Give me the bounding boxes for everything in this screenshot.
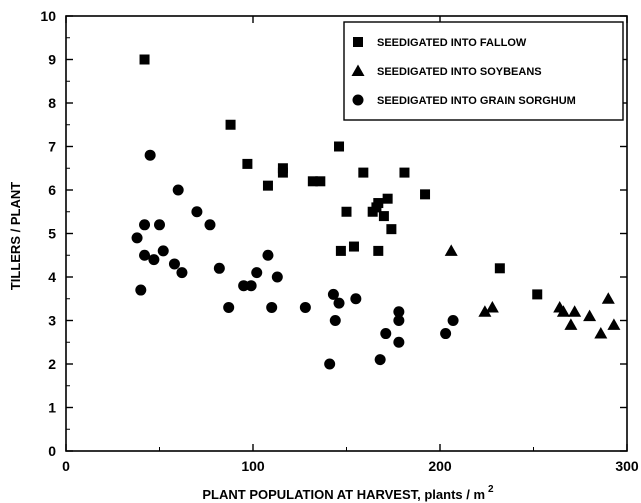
square-point	[334, 141, 345, 152]
circle-point	[148, 254, 160, 266]
square-point	[386, 224, 397, 235]
square-point	[494, 263, 505, 274]
square-point	[532, 289, 543, 300]
circle-point	[299, 301, 311, 313]
circle-point	[191, 206, 203, 218]
legend-circle-marker	[352, 94, 364, 106]
series-square	[139, 54, 543, 300]
x-tick-label: 300	[615, 458, 639, 474]
circle-point	[350, 293, 362, 305]
y-axis: 0 1 2 3 4 5 6 7 8 9 10	[40, 8, 627, 459]
square-point	[277, 163, 288, 174]
y-tick-label: 2	[48, 356, 56, 372]
y-tick-label: 6	[48, 182, 56, 198]
circle-point	[262, 249, 274, 261]
triangle-point	[556, 305, 570, 317]
circle-point	[271, 271, 283, 283]
triangle-point	[444, 244, 458, 256]
square-point	[262, 180, 273, 191]
square-point	[399, 167, 410, 178]
triangle-point	[568, 305, 582, 317]
y-tick-label: 4	[48, 269, 56, 285]
circle-point	[393, 336, 405, 348]
x-axis: 0 100 200 300	[62, 16, 639, 474]
y-tick-label: 5	[48, 226, 56, 242]
x-tick-label: 0	[62, 458, 70, 474]
circle-point	[447, 315, 459, 326]
square-point	[348, 241, 359, 252]
series-triangle	[444, 244, 621, 339]
circle-point	[176, 267, 188, 279]
circle-point	[393, 315, 405, 326]
legend-square-marker	[353, 37, 363, 47]
square-point	[139, 54, 150, 65]
x-axis-label-text: PLANT POPULATION AT HARVEST, plants / m	[202, 487, 485, 502]
legend-triangle-marker	[351, 64, 365, 76]
circle-point	[135, 284, 147, 296]
square-point	[335, 245, 346, 256]
circle-point	[154, 219, 165, 231]
square-point	[378, 211, 389, 222]
circle-point	[168, 258, 180, 270]
triangle-point	[485, 300, 499, 313]
y-tick-label: 3	[48, 313, 56, 329]
triangle-point	[478, 305, 492, 317]
circle-point	[327, 288, 339, 300]
legend-box	[343, 21, 624, 121]
circle-point	[380, 328, 392, 340]
circle-point	[144, 149, 156, 161]
square-point	[225, 119, 236, 130]
data-points	[131, 54, 621, 370]
legend-label: SEEDIGATED INTO FALLOW	[377, 37, 527, 49]
circle-point	[139, 219, 151, 231]
square-point	[373, 245, 384, 256]
y-axis-label: TILLERS / PLANT	[8, 182, 23, 290]
circle-point	[266, 301, 278, 313]
x-axis-label-superscript: 2	[488, 484, 494, 495]
y-tick-label: 1	[48, 400, 56, 416]
square-point	[373, 198, 384, 209]
circle-point	[324, 358, 336, 370]
y-tick-label: 8	[48, 95, 56, 111]
square-point	[242, 158, 253, 169]
square-point	[341, 206, 352, 217]
legend-label: SEEDIGATED INTO SOYBEANS	[377, 66, 542, 78]
series-circle	[131, 149, 459, 370]
circle-point	[393, 306, 405, 318]
circle-point	[333, 297, 345, 309]
circle-point	[440, 328, 452, 340]
triangle-point	[583, 309, 597, 322]
circle-point	[157, 245, 169, 257]
y-tick-label: 10	[40, 8, 56, 24]
square-point	[307, 176, 318, 187]
circle-point	[204, 219, 216, 231]
square-point	[382, 193, 393, 204]
square-point	[315, 176, 326, 187]
triangle-point	[594, 327, 608, 339]
circle-point	[223, 301, 235, 313]
circle-point	[131, 232, 143, 244]
circle-point	[251, 267, 263, 279]
y-tick-label: 7	[48, 139, 56, 155]
circle-point	[245, 280, 257, 292]
legend-label: SEEDIGATED INTO GRAIN SORGHUM	[377, 95, 576, 107]
circle-point	[213, 262, 225, 274]
y-tick-label: 9	[48, 52, 56, 68]
legend: SEEDIGATED INTO FALLOW SEEDIGATED INTO SO…	[343, 21, 624, 121]
circle-point	[374, 354, 386, 366]
circle-point	[172, 184, 184, 196]
circle-point	[329, 315, 341, 326]
triangle-point	[601, 292, 615, 304]
x-tick-label: 100	[241, 458, 265, 474]
triangle-point	[564, 318, 578, 330]
square-point	[420, 189, 431, 200]
x-tick-label: 200	[428, 458, 452, 474]
triangle-point	[607, 318, 621, 330]
y-tick-label: 0	[48, 443, 56, 459]
circle-point	[139, 249, 151, 261]
square-point	[358, 167, 369, 178]
